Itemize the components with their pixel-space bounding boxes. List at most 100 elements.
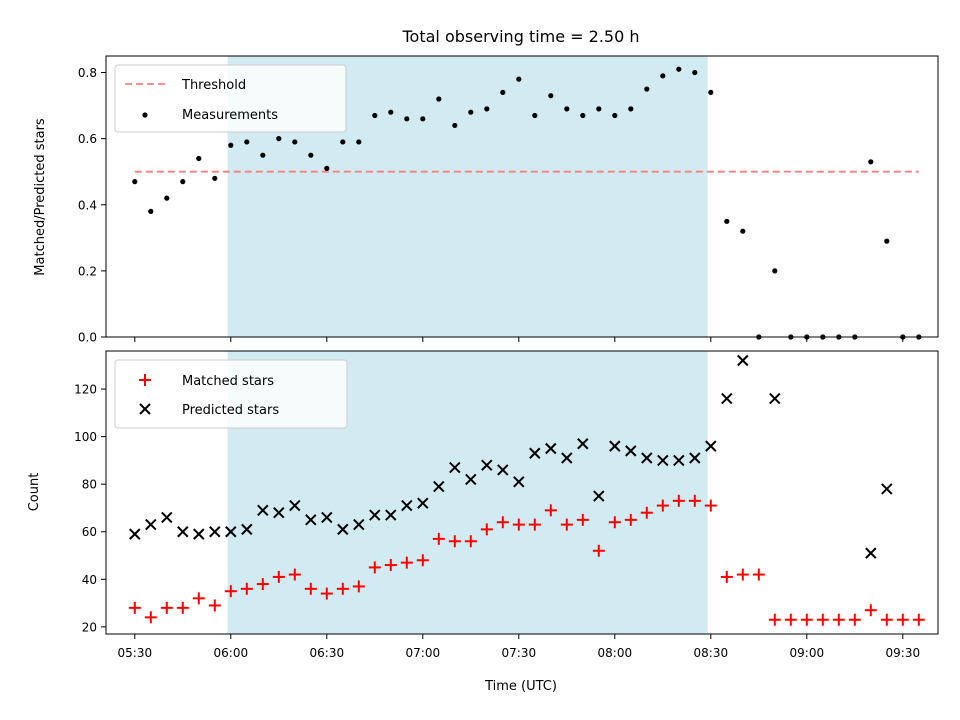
x-tick-label: 05:30 [118, 646, 153, 660]
threshold-legend-label: Threshold [181, 78, 246, 93]
predicted-stars-points [129, 354, 893, 559]
predicted-star-point [497, 464, 509, 476]
measurement-points [132, 66, 922, 340]
measurement-point [708, 89, 714, 95]
matched-star-point [144, 611, 157, 624]
top-x-axis-ticks [134, 337, 904, 342]
measurement-point [548, 93, 554, 99]
matched-star-point [560, 518, 573, 531]
measurement-point [612, 112, 618, 119]
predicted-star-point [305, 514, 317, 526]
matched-star-point [256, 578, 269, 591]
predicted-star-point [561, 452, 573, 464]
matched-star-point [624, 513, 637, 526]
measurement-point [692, 69, 698, 76]
matched-star-point [208, 599, 221, 612]
y-tick-label: 100 [74, 430, 97, 444]
x-axis-label: Time (UTC) [484, 679, 557, 694]
predicted-star-point [129, 528, 141, 540]
y-tick-label: 0.0 [78, 331, 97, 345]
measurement-point [580, 112, 586, 119]
y-tick-label: 80 [82, 478, 97, 492]
measurement-point [260, 152, 266, 158]
y-tick-label: 0.2 [78, 264, 97, 278]
predicted-star-point [689, 452, 701, 464]
measurement-point [164, 195, 170, 201]
y-tick-label: 60 [82, 525, 97, 539]
predicted-star-point [321, 511, 333, 524]
x-tick-label: 07:30 [502, 646, 537, 660]
x-tick-label: 07:00 [406, 646, 441, 660]
measurement-point [132, 179, 138, 185]
measurement-point [436, 96, 442, 102]
bottom-legend: Matched stars Predicted stars [114, 359, 348, 429]
bottom-legend-box [114, 359, 348, 429]
matched-star-point [528, 518, 541, 531]
matched-star-point [704, 499, 717, 512]
measurement-point [324, 165, 330, 171]
measurement-point [676, 66, 682, 72]
predicted-star-point [353, 518, 365, 531]
matched-star-point [512, 518, 525, 531]
predicted-star-point [433, 480, 445, 493]
top-plot-frame [105, 55, 939, 338]
matched-star-point [496, 516, 509, 529]
measurement-point [724, 218, 730, 224]
matched-star-point [224, 585, 237, 598]
measurement-point [420, 116, 426, 122]
matched-star-point [192, 592, 205, 605]
measurement-point [468, 109, 474, 115]
matched-star-point [640, 506, 653, 519]
measurements-legend-label: Measurements [182, 108, 278, 123]
top-legend: Threshold Measurements [114, 64, 347, 133]
bottom-x-axis-ticks: 05:30 06:00 06:30 07:00 07:30 08:00 08:30 09:00… [118, 634, 921, 660]
matched-legend-label: Matched stars [182, 374, 274, 389]
matched-star-point [352, 580, 365, 593]
matched-star-point [832, 613, 845, 626]
matched-star-point [288, 568, 301, 581]
y-tick-label: 20 [82, 620, 97, 634]
measurement-point [660, 73, 666, 79]
matched-star-point [592, 544, 605, 557]
predicted-star-point [737, 354, 749, 367]
measurement-point [308, 152, 314, 158]
y-tick-label: 0.4 [78, 198, 97, 212]
top-y-axis-ticks: 0.0 0.2 0.4 0.6 0.8 [78, 66, 106, 345]
predicted-star-point [545, 442, 557, 455]
predicted-star-point [385, 509, 397, 521]
matched-star-point [320, 587, 333, 600]
y-tick-label: 120 [74, 383, 97, 397]
matched-star-point [576, 513, 589, 526]
predicted-star-point [657, 454, 669, 467]
top-legend-box [114, 64, 347, 133]
measurement-point [244, 139, 250, 145]
matched-star-point [480, 523, 493, 536]
matched-star-point [416, 554, 429, 567]
matched-star-point [848, 613, 861, 626]
bottom-y-axis-label: Count [27, 473, 42, 512]
predicted-star-point [481, 459, 493, 471]
measurement-point [644, 86, 650, 92]
matched-star-point [912, 613, 925, 626]
x-tick-label: 08:00 [598, 646, 633, 660]
matched-star-point [272, 570, 285, 583]
matched-stars-points [128, 494, 925, 626]
chart-title: Total observing time = 2.50 h [401, 27, 639, 46]
x-tick-label: 09:30 [886, 646, 921, 660]
measurement-point [740, 228, 746, 234]
measurement-point [452, 122, 458, 129]
predicted-star-point [401, 499, 413, 512]
bottom-panel: 20 40 60 80 100 120 05:30 06:00 06:30 07:00 07:30… [27, 350, 939, 694]
predicted-star-point [881, 483, 893, 495]
measurement-point [180, 179, 186, 185]
predicted-star-point [273, 507, 285, 519]
predicted-star-point [225, 526, 237, 538]
y-tick-label: 40 [82, 573, 97, 587]
measurement-point [228, 142, 234, 148]
predicted-star-point [417, 497, 429, 509]
measurements-legend-swatch [142, 112, 148, 118]
matched-star-point [864, 604, 877, 617]
measurement-point [596, 106, 602, 112]
predicted-star-point [257, 504, 269, 517]
